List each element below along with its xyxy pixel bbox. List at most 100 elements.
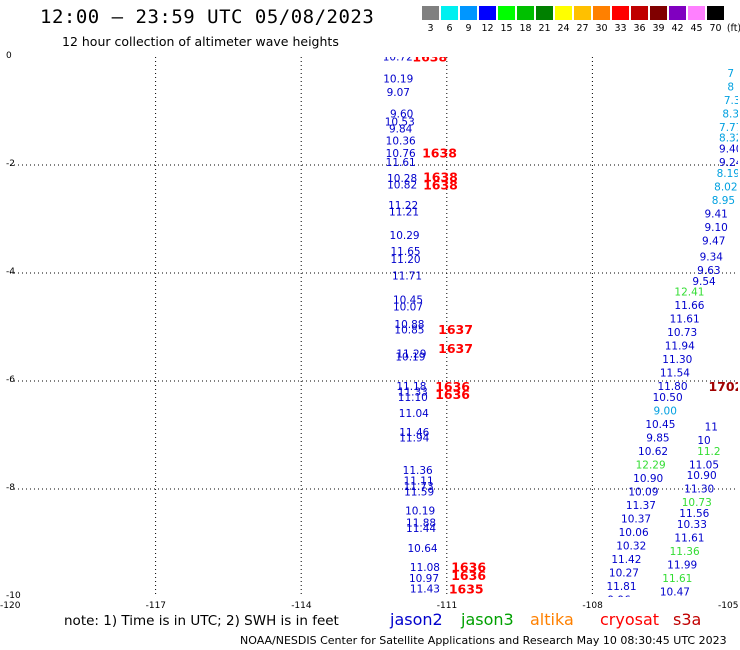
swh-label: 11.46: [399, 427, 429, 439]
legend-value: 42: [671, 23, 684, 34]
swh-label: 12.29: [636, 459, 666, 471]
time-label: 1636: [451, 568, 486, 583]
swh-label: 11.56: [679, 508, 709, 520]
y-tick-label: -2: [6, 159, 15, 169]
swh-label: 10.97: [409, 573, 439, 585]
legend-swatch: [479, 6, 497, 20]
swh-label: 11.36: [403, 465, 433, 477]
time-label: 1637: [438, 341, 473, 356]
swh-label: 11.42: [611, 554, 641, 566]
swh-label: 7.77: [719, 122, 738, 134]
legend-value: 45: [690, 23, 703, 34]
time-label: 1638: [422, 145, 457, 160]
swh-label: 9.54: [692, 276, 716, 288]
legend-swatch: [707, 6, 725, 20]
footer-credit: NOAA/NESDIS Center for Satellite Applica…: [240, 634, 727, 647]
swh-label: 9.07: [387, 87, 410, 99]
time-label: 1636: [435, 379, 470, 394]
time-label: 1636: [451, 560, 486, 575]
swh-label: 10.19: [395, 351, 425, 363]
legend-unit: (ft): [726, 23, 740, 34]
swh-label: 11.81: [606, 581, 636, 593]
swh-label: 10.53: [385, 116, 415, 128]
swh-label: 10.62: [638, 446, 668, 458]
swh-label: 11.66: [674, 300, 704, 312]
swh-label: 9.41: [704, 208, 727, 220]
x-tick-label: -108: [582, 601, 603, 611]
swh-label: 11.33: [398, 386, 428, 398]
swh-label: 11.2: [697, 446, 720, 458]
swh-label: 10: [697, 435, 710, 447]
swh-label: 11.05: [689, 459, 719, 471]
swh-label: 11.36: [670, 546, 700, 558]
jason2-track-left: 10.7210.199.079.6010.539.8410.3610.7611.…: [383, 52, 440, 596]
swh-label: 11.21: [389, 207, 419, 219]
legend-value: 15: [500, 23, 513, 34]
time-label: 1635: [449, 581, 484, 596]
swh-label: 11: [705, 422, 718, 434]
swh-label: 8.19: [717, 168, 738, 180]
swh-label: 10.32: [616, 540, 646, 552]
swh-label: 7: [727, 68, 734, 80]
swh-label: 10.64: [408, 543, 438, 555]
y-tick-label: -8: [6, 483, 15, 493]
y-tick-label: -6: [6, 375, 15, 385]
swh-label: 10.90: [687, 470, 717, 482]
swh-label: 11.99: [667, 559, 697, 571]
x-tick-label: -117: [145, 601, 167, 611]
legend-swatch: [441, 6, 459, 20]
swh-label: 10.19: [383, 73, 413, 85]
swh-label: 8.32: [719, 133, 738, 145]
legend-swatch: [498, 6, 516, 20]
swh-label: 11.80: [657, 381, 687, 393]
swh-label: 11.94: [399, 432, 429, 444]
legend-value: 70: [709, 23, 722, 34]
legend-value: 39: [652, 23, 665, 34]
swh-label: 10.06: [619, 527, 649, 539]
swh-label: 11.22: [388, 200, 418, 212]
swh-label: 8.02: [714, 181, 737, 193]
time-label: 1637: [438, 322, 473, 337]
swh-label: 8.3: [722, 108, 738, 120]
time-label: 1636: [435, 387, 470, 402]
swh-label: 10.09: [628, 486, 658, 498]
legend-swatch: [555, 6, 573, 20]
swh-label: 8.95: [712, 195, 735, 207]
legend-value: 36: [633, 23, 646, 34]
swh-label: 9.00: [654, 405, 677, 417]
swh-label: 10.73: [667, 327, 697, 339]
satellite-name-jason3: jason3: [461, 610, 514, 629]
map-svg: 10.7210.199.079.6010.539.8410.3610.7611.…: [10, 49, 740, 634]
swh-label: 10.28: [387, 173, 417, 185]
swh-label: 11.65: [391, 246, 421, 258]
swh-label: 10.72: [383, 57, 413, 64]
swh-label: 10.88: [394, 319, 424, 331]
swh-label: 10.07: [393, 302, 423, 314]
swh-label: 10.76: [386, 148, 416, 160]
time-label: 1702: [655, 595, 690, 597]
legend-swatch: [650, 6, 668, 20]
y-tick-label: 0: [6, 51, 12, 61]
swh-label: 11.20: [391, 254, 421, 266]
swh-label: 11.59: [404, 486, 434, 498]
legend-value: 21: [538, 23, 551, 34]
x-tick-label: -105: [718, 601, 739, 611]
swh-label: 10.73: [682, 497, 712, 509]
map-plot[interactable]: 10.72 10.19 9.07 9.60 10.53 9.84 10.36 10.76 11.…: [10, 49, 740, 634]
graticule: [10, 57, 738, 597]
swh-label: 11.44: [406, 523, 436, 535]
swh-label: 10.27: [609, 567, 639, 579]
swh-label: 10.47: [660, 586, 690, 597]
y-tick-label: -4: [6, 267, 15, 277]
legend-value: 33: [614, 23, 627, 34]
swh-label: 10.45: [645, 419, 675, 431]
time-label: 1638: [423, 177, 458, 192]
swh-label: 11.61: [670, 314, 700, 326]
swh-label: 10.33: [677, 519, 707, 531]
swh-label: 11.11: [404, 476, 434, 488]
legend-value: 24: [557, 23, 570, 34]
swh-label: 11.54: [660, 368, 690, 380]
swh-label: 9.60: [390, 108, 413, 120]
swh-label: 11.88: [406, 518, 436, 530]
legend-swatch: [574, 6, 592, 20]
